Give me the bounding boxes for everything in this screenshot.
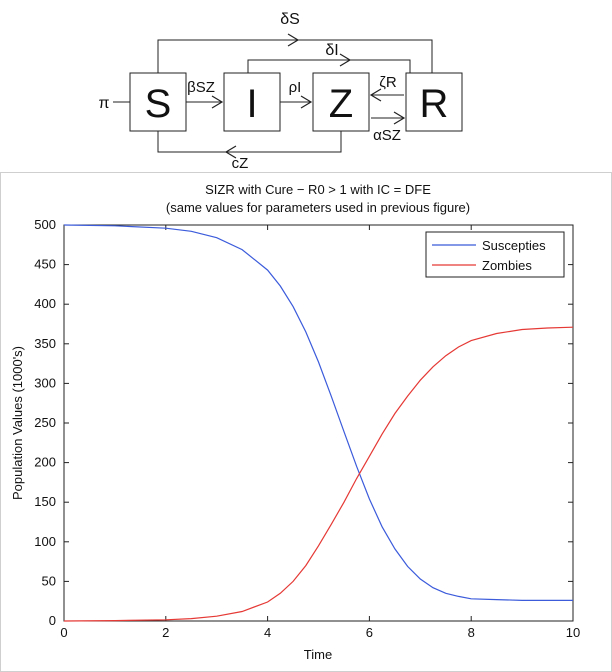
compartment-S: S — [145, 82, 172, 126]
c-path — [157, 131, 342, 153]
rho-label: ρI — [289, 79, 302, 96]
legend-box — [425, 231, 565, 278]
y-tick-label: 150 — [34, 494, 56, 509]
y-tick-label: 450 — [34, 257, 56, 272]
deltaS-label: δS — [280, 11, 300, 28]
deltaI-arrowhead — [339, 53, 352, 67]
beta-arrowhead — [211, 95, 224, 109]
legend-label-zombies: Zombies — [482, 258, 532, 273]
compartment-Z: Z — [329, 82, 353, 126]
y-tick-label: 500 — [34, 217, 56, 232]
y-tick-label: 400 — [34, 296, 56, 311]
y-tick-label: 100 — [34, 534, 56, 549]
x-axis-label: Time — [304, 647, 332, 662]
box-Z — [312, 72, 370, 132]
zeta-arrowhead — [369, 88, 382, 102]
x-tick-label: 2 — [162, 625, 169, 640]
alpha-label: αSZ — [373, 127, 401, 144]
x-tick-label: 8 — [468, 625, 475, 640]
legend: Suscepties Zombies — [425, 231, 565, 278]
box-I — [223, 72, 281, 132]
compartment-R: R — [420, 82, 449, 126]
deltaS-path — [157, 39, 433, 73]
legend-label-suscepties: Suscepties — [482, 238, 546, 253]
y-axis-label: Population Values (1000's) — [10, 346, 25, 500]
chart-title: SIZR with Cure − R0 > 1 with IC = DFE — [205, 182, 431, 197]
deltaI-path — [247, 59, 411, 73]
alpha-arrowhead — [393, 111, 406, 125]
y-tick-label: 300 — [34, 375, 56, 390]
y-tick-label: 50 — [42, 573, 56, 588]
y-tick-label: 350 — [34, 336, 56, 351]
rho-arrowhead — [300, 95, 313, 109]
box-R — [405, 72, 463, 132]
y-tick-label: 0 — [49, 613, 56, 628]
series-line-zombies — [63, 326, 574, 622]
box-S — [129, 72, 187, 132]
deltaI-label: δI — [325, 42, 338, 59]
x-tick-label: 10 — [566, 625, 580, 640]
c-arrowhead — [224, 145, 237, 159]
sizr-diagram: δS δI π S I Z R βSZ ρI ζR αSZ cZ — [98, 11, 463, 170]
series-line-suscepties — [63, 224, 573, 602]
deltaS-arrowhead — [287, 33, 300, 47]
compartment-I: I — [246, 82, 257, 126]
y-tick-label: 200 — [34, 455, 56, 470]
pi-label: π — [98, 95, 109, 112]
plot-area — [63, 224, 574, 622]
c-label: cZ — [232, 155, 249, 170]
x-tick-label: 0 — [60, 625, 67, 640]
zeta-label: ζR — [379, 74, 397, 91]
x-tick-label: 6 — [366, 625, 373, 640]
chart-subtitle: (same values for parameters used in prev… — [166, 200, 470, 215]
y-tick-label: 250 — [34, 415, 56, 430]
beta-label: βSZ — [187, 79, 215, 96]
x-tick-label: 4 — [264, 625, 271, 640]
